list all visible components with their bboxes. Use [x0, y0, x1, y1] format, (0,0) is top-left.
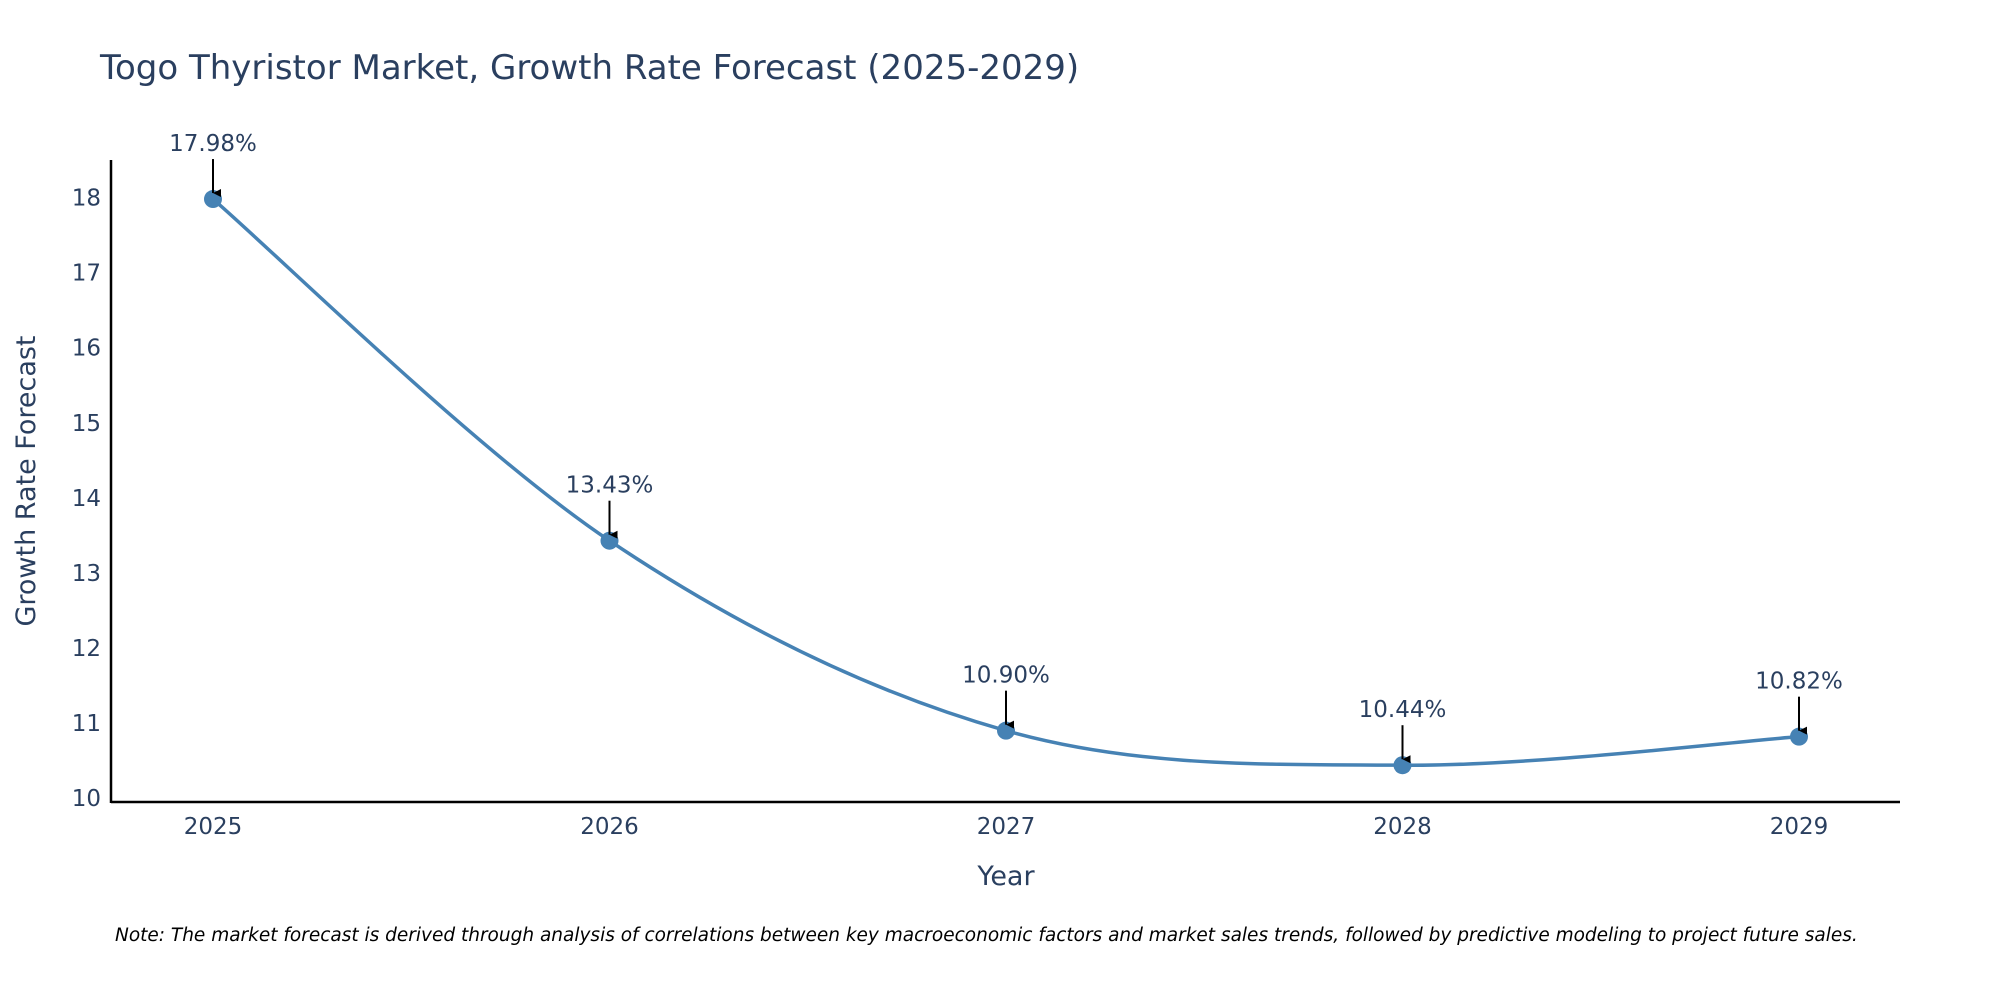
- y-axis-title: Growth Rate Forecast: [11, 335, 42, 626]
- data-label-2028: 10.44%: [1359, 697, 1447, 723]
- data-label-2026: 13.43%: [566, 473, 654, 499]
- y-tick-label: 14: [72, 486, 101, 512]
- y-tick-label: 12: [72, 636, 101, 662]
- y-tick-label: 13: [72, 561, 101, 587]
- data-label-2029: 10.82%: [1755, 669, 1843, 695]
- x-tick-label: 2027: [977, 814, 1036, 840]
- x-axis-title: Year: [976, 861, 1035, 892]
- x-tick-label: 2029: [1770, 814, 1829, 840]
- x-tick-label: 2025: [184, 814, 243, 840]
- y-tick-label: 10: [72, 786, 101, 812]
- y-tick-label: 17: [72, 261, 101, 287]
- y-tick-label: 18: [72, 186, 101, 212]
- data-annotations: 17.98% 13.43% 10.90% 10.44% 10.82%: [169, 131, 1843, 764]
- y-tick-labels: 10 11 12 13 14 15 16 17 18: [72, 186, 101, 813]
- y-tick-label: 15: [72, 411, 101, 437]
- data-label-2025: 17.98%: [169, 131, 257, 157]
- chart-title: Togo Thyristor Market, Growth Rate Forec…: [99, 48, 1079, 88]
- y-tick-label: 16: [72, 336, 101, 362]
- data-label-2027: 10.90%: [962, 663, 1050, 689]
- x-tick-labels: 2025 2026 2027 2028 2029: [184, 814, 1829, 840]
- y-tick-label: 11: [72, 711, 101, 737]
- x-tick-label: 2026: [580, 814, 639, 840]
- forecast-note: Note: The market forecast is derived thr…: [115, 925, 1858, 946]
- series-line: [211, 197, 1801, 767]
- x-tick-label: 2028: [1373, 814, 1432, 840]
